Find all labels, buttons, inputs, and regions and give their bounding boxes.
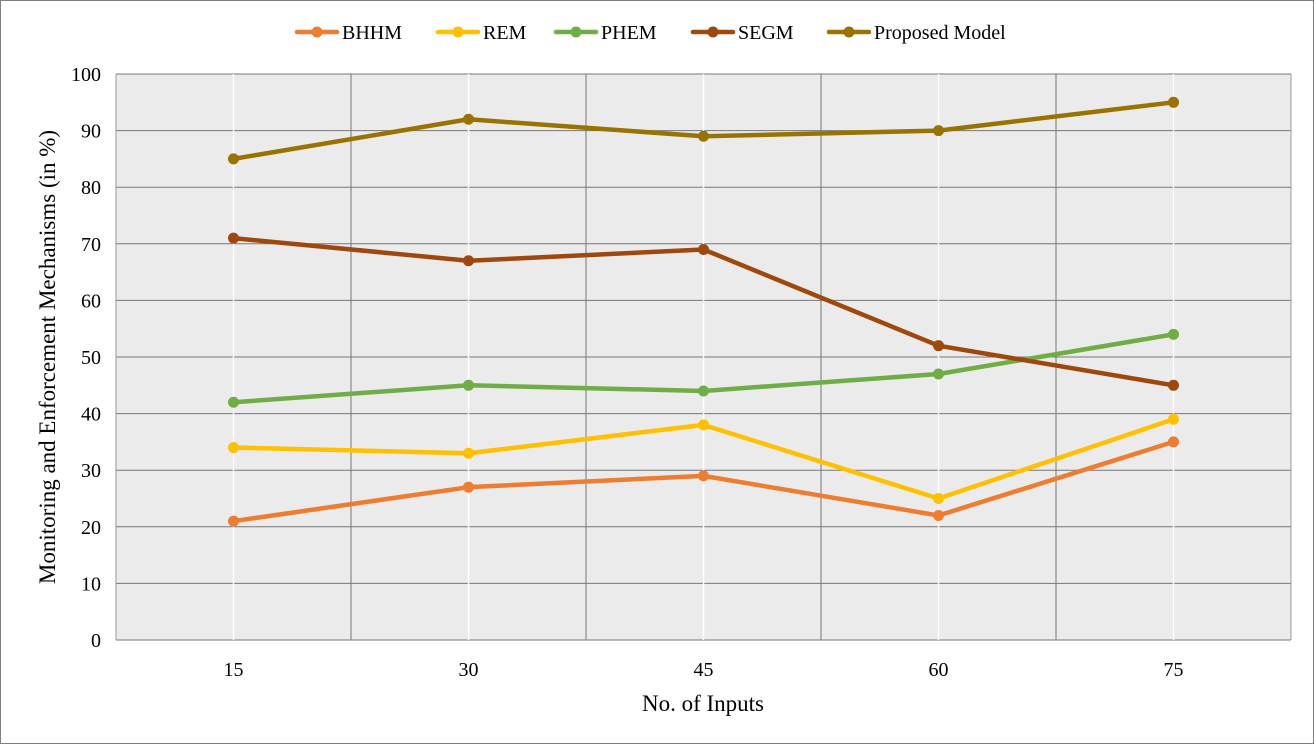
data-point (698, 130, 709, 142)
legend-swatch-marker (707, 26, 719, 38)
series-bhhm (228, 436, 1179, 527)
legend-label: BHHM (342, 22, 402, 44)
data-point (933, 493, 944, 504)
y-tick-label: 100 (71, 64, 101, 86)
legend-swatch-marker (843, 26, 855, 38)
series-rem (228, 413, 1179, 504)
x-axis-title: No. of Inputs (642, 691, 764, 716)
data-point (1168, 328, 1179, 340)
legend-swatch-marker (311, 26, 323, 38)
x-tick-label: 60 (929, 659, 949, 681)
data-point (1168, 436, 1179, 448)
y-tick-label: 10 (81, 573, 101, 595)
data-point (228, 396, 239, 408)
y-axis-ticks: 0 10 20 30 40 50 60 70 80 90 100 (71, 64, 101, 652)
y-tick-label: 0 (91, 630, 101, 652)
legend-item: Proposed Model (826, 22, 1006, 44)
legend-swatch-marker (570, 26, 582, 38)
data-point (463, 447, 474, 459)
data-point (463, 379, 474, 391)
data-point (933, 340, 944, 352)
legend-swatch-marker (452, 26, 464, 38)
data-point (698, 385, 709, 397)
data-point (933, 125, 944, 137)
legend-item: SEGM (690, 22, 794, 44)
legend-label: SEGM (738, 22, 794, 44)
data-point (933, 509, 944, 521)
y-tick-label: 40 (81, 404, 101, 426)
legend-label: Proposed Model (874, 22, 1006, 44)
y-tick-label: 80 (81, 177, 101, 199)
data-point (463, 255, 474, 267)
y-tick-label: 30 (81, 460, 101, 482)
y-tick-label: 50 (81, 347, 101, 369)
x-tick-label: 15 (224, 659, 244, 681)
data-point (463, 113, 474, 125)
legend-item: PHEM (553, 22, 657, 44)
series-segm (228, 232, 1179, 391)
legend-label: REM (483, 22, 527, 44)
y-tick-label: 20 (81, 517, 101, 539)
data-point (933, 368, 944, 380)
x-tick-label: 45 (694, 659, 714, 681)
legend-label: PHEM (601, 22, 657, 44)
data-point (228, 442, 239, 454)
data-point (698, 419, 709, 431)
y-tick-label: 70 (81, 234, 101, 256)
data-point (1168, 96, 1179, 108)
x-tick-label: 75 (1164, 659, 1184, 681)
series-lines (228, 96, 1179, 527)
y-tick-label: 60 (81, 290, 101, 312)
data-point (228, 232, 239, 244)
data-point (228, 515, 239, 527)
x-axis-ticks: 15 30 45 60 75 (224, 659, 1184, 681)
legend: BHHM REM PHEM SEGM Proposed Model (294, 22, 1006, 44)
data-point (228, 153, 239, 165)
y-tick-label: 90 (81, 121, 101, 143)
series-proposed-model (228, 96, 1179, 165)
data-point (698, 243, 709, 255)
data-point (463, 481, 474, 493)
data-point (698, 470, 709, 482)
legend-item: BHHM (294, 22, 402, 44)
data-point (1168, 413, 1179, 425)
y-axis-title: Monitoring and Enforcement Mechanisms (i… (35, 130, 60, 584)
data-point (1168, 379, 1179, 391)
x-tick-label: 30 (459, 659, 479, 681)
legend-item: REM (435, 22, 527, 44)
